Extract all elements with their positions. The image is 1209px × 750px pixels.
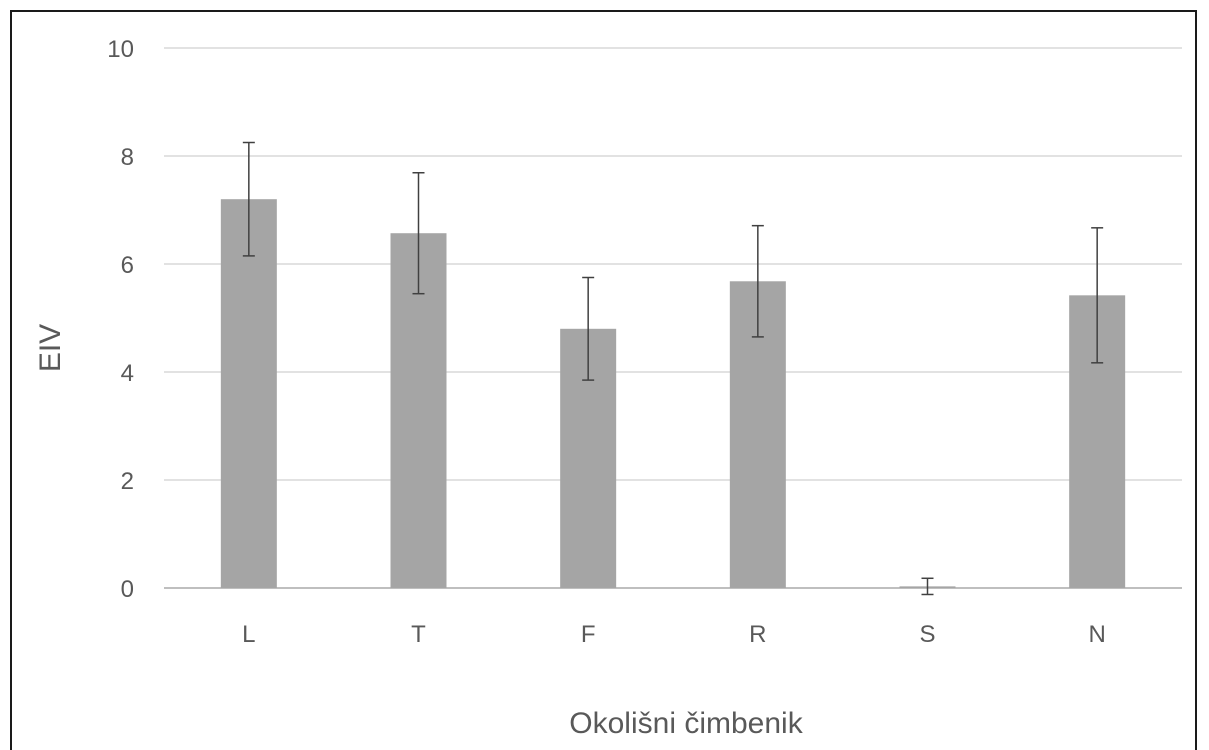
y-axis-ticks: 0 2 4 6 8 10 [107, 36, 134, 603]
x-tick-label: L [242, 621, 255, 648]
y-tick-label: 10 [107, 36, 134, 63]
y-tick-label: 6 [121, 252, 134, 279]
y-tick-label: 4 [121, 360, 134, 387]
bars [220, 199, 1126, 588]
error-bars [242, 141, 1104, 596]
x-tick-label: N [1088, 621, 1105, 648]
y-tick-label: 8 [121, 144, 134, 171]
bar-L [220, 199, 277, 588]
y-axis-title: EIV [34, 324, 67, 372]
x-tick-label: F [581, 621, 596, 648]
x-tick-label: S [919, 621, 935, 648]
x-axis-title: Okolišni čimbenik [569, 707, 803, 740]
x-tick-label: T [411, 621, 426, 648]
y-tick-label: 0 [121, 576, 134, 603]
x-tick-label: R [749, 621, 766, 648]
gridlines [164, 47, 1182, 589]
y-tick-label: 2 [121, 468, 134, 495]
